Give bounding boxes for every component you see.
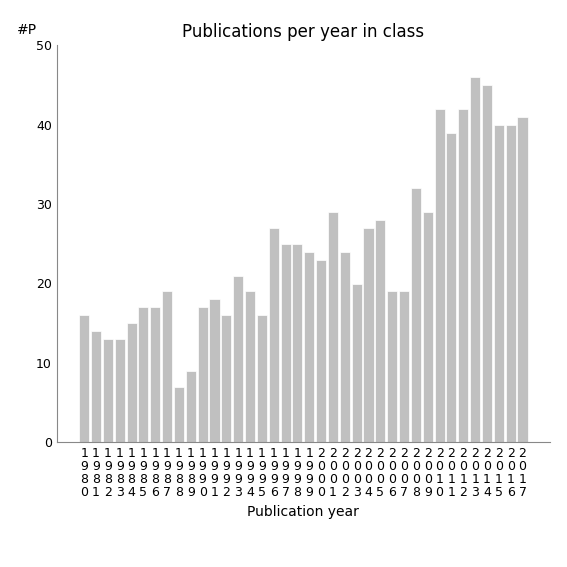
Bar [518, 117, 527, 442]
Bar [150, 307, 160, 442]
Bar [293, 244, 302, 442]
Bar [387, 291, 397, 442]
Bar [470, 77, 480, 442]
Bar [79, 315, 89, 442]
Bar [245, 291, 255, 442]
Bar [162, 291, 172, 442]
Bar [434, 109, 445, 442]
Bar [375, 220, 386, 442]
Bar [446, 133, 456, 442]
Bar [103, 339, 113, 442]
Bar [316, 260, 326, 442]
Bar [198, 307, 208, 442]
Bar [126, 323, 137, 442]
Bar [399, 291, 409, 442]
Y-axis label: #P: #P [17, 23, 37, 37]
Bar [352, 284, 362, 442]
Bar [138, 307, 149, 442]
Title: Publications per year in class: Publications per year in class [182, 23, 425, 41]
Bar [115, 339, 125, 442]
Bar [174, 387, 184, 442]
X-axis label: Publication year: Publication year [247, 505, 359, 519]
Bar [233, 276, 243, 442]
Bar [281, 244, 291, 442]
Bar [91, 331, 101, 442]
Bar [411, 188, 421, 442]
Bar [328, 212, 338, 442]
Bar [221, 315, 231, 442]
Bar [186, 371, 196, 442]
Bar [458, 109, 468, 442]
Bar [363, 228, 374, 442]
Bar [209, 299, 219, 442]
Bar [494, 125, 504, 442]
Bar [482, 85, 492, 442]
Bar [269, 228, 279, 442]
Bar [257, 315, 267, 442]
Bar [506, 125, 516, 442]
Bar [304, 252, 314, 442]
Bar [423, 212, 433, 442]
Bar [340, 252, 350, 442]
